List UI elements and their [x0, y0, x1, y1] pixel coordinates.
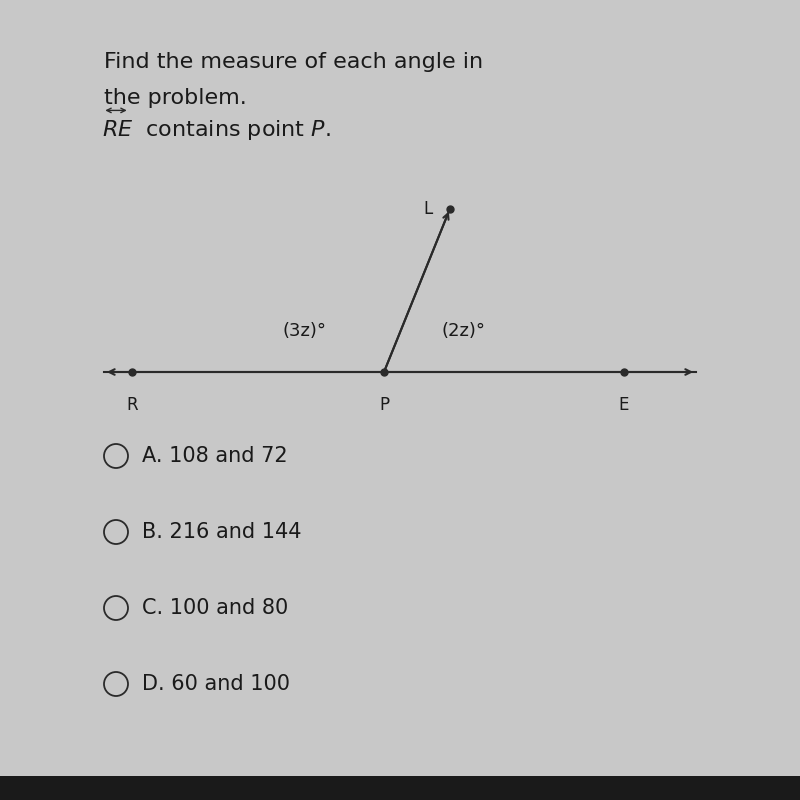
Text: the problem.: the problem.: [104, 88, 246, 108]
Text: $\mathit{RE}$  contains point $\mathit{P}$.: $\mathit{RE}$ contains point $\mathit{P}…: [102, 118, 331, 142]
Text: D. 60 and 100: D. 60 and 100: [142, 674, 290, 694]
Text: P: P: [379, 396, 389, 414]
Text: C. 100 and 80: C. 100 and 80: [142, 598, 289, 618]
Text: (2z)°: (2z)°: [442, 322, 486, 340]
Text: E: E: [619, 396, 629, 414]
Text: Find the measure of each angle in: Find the measure of each angle in: [104, 52, 483, 72]
Text: L: L: [423, 200, 432, 218]
Text: R: R: [126, 396, 138, 414]
Text: A. 108 and 72: A. 108 and 72: [142, 446, 288, 466]
Text: (3z)°: (3z)°: [282, 322, 326, 340]
Text: B. 216 and 144: B. 216 and 144: [142, 522, 302, 542]
Bar: [0, 776, 800, 800]
